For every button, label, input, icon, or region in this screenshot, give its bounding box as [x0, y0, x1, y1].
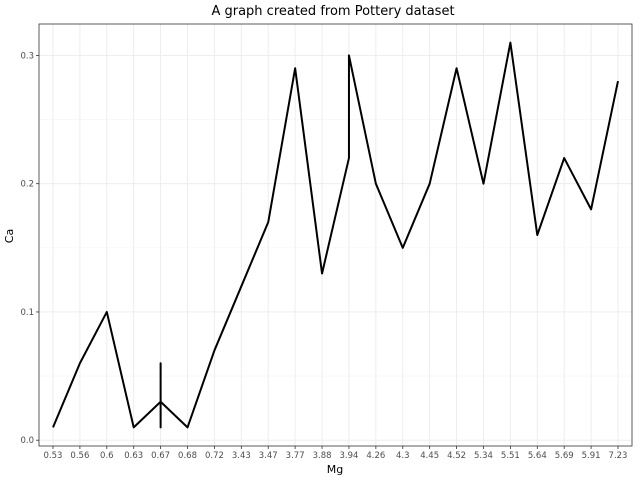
- x-tick-label: 0.68: [178, 451, 197, 461]
- x-tick-label: 3.94: [339, 451, 358, 461]
- x-tick-label: 4.45: [420, 451, 439, 461]
- x-tick-label: 0.53: [44, 451, 63, 461]
- y-axis: 0.0 0.1 0.2 0.3: [20, 51, 39, 446]
- x-tick-label: 0.72: [205, 451, 224, 461]
- series-line: [52, 41, 619, 429]
- major-gridlines: [39, 24, 632, 446]
- x-tick-label: 5.91: [582, 451, 601, 461]
- x-tick-label: 3.77: [286, 451, 305, 461]
- x-tick-label: 3.88: [313, 451, 332, 461]
- x-axis-title: Mg: [327, 463, 343, 476]
- series-group: [52, 41, 619, 429]
- x-tick-label: 4.3: [396, 451, 410, 461]
- x-tick-label: 3.47: [259, 451, 278, 461]
- plot-panel-border: [38, 23, 633, 447]
- x-axis: 0.53 0.56 0.6 0.63 0.67 0.68 0.72 3.43 3.47 3.77 3…: [44, 446, 628, 461]
- y-tick-label: 0.2: [20, 180, 34, 190]
- x-tick-label: 0.63: [124, 451, 143, 461]
- y-tick-label: 0.0: [20, 436, 34, 446]
- y-axis-title: Ca: [3, 229, 16, 243]
- chart-title: A graph created from Pottery dataset: [211, 4, 454, 19]
- x-tick-label: 3.43: [232, 451, 251, 461]
- y-tick-label: 0.1: [20, 308, 34, 318]
- x-tick-label: 4.26: [366, 451, 385, 461]
- x-tick-label: 0.67: [151, 451, 170, 461]
- x-tick-label: 5.34: [474, 451, 493, 461]
- x-tick-label: 5.51: [501, 451, 520, 461]
- x-tick-label: 5.64: [528, 451, 547, 461]
- y-tick-label: 0.3: [20, 51, 34, 61]
- x-tick-label: 7.23: [609, 451, 628, 461]
- x-tick-label: 0.56: [70, 451, 89, 461]
- x-tick-label: 4.52: [447, 451, 466, 461]
- x-tick-label: 5.69: [555, 451, 574, 461]
- x-tick-label: 0.6: [100, 451, 114, 461]
- minor-gridlines: [39, 119, 632, 377]
